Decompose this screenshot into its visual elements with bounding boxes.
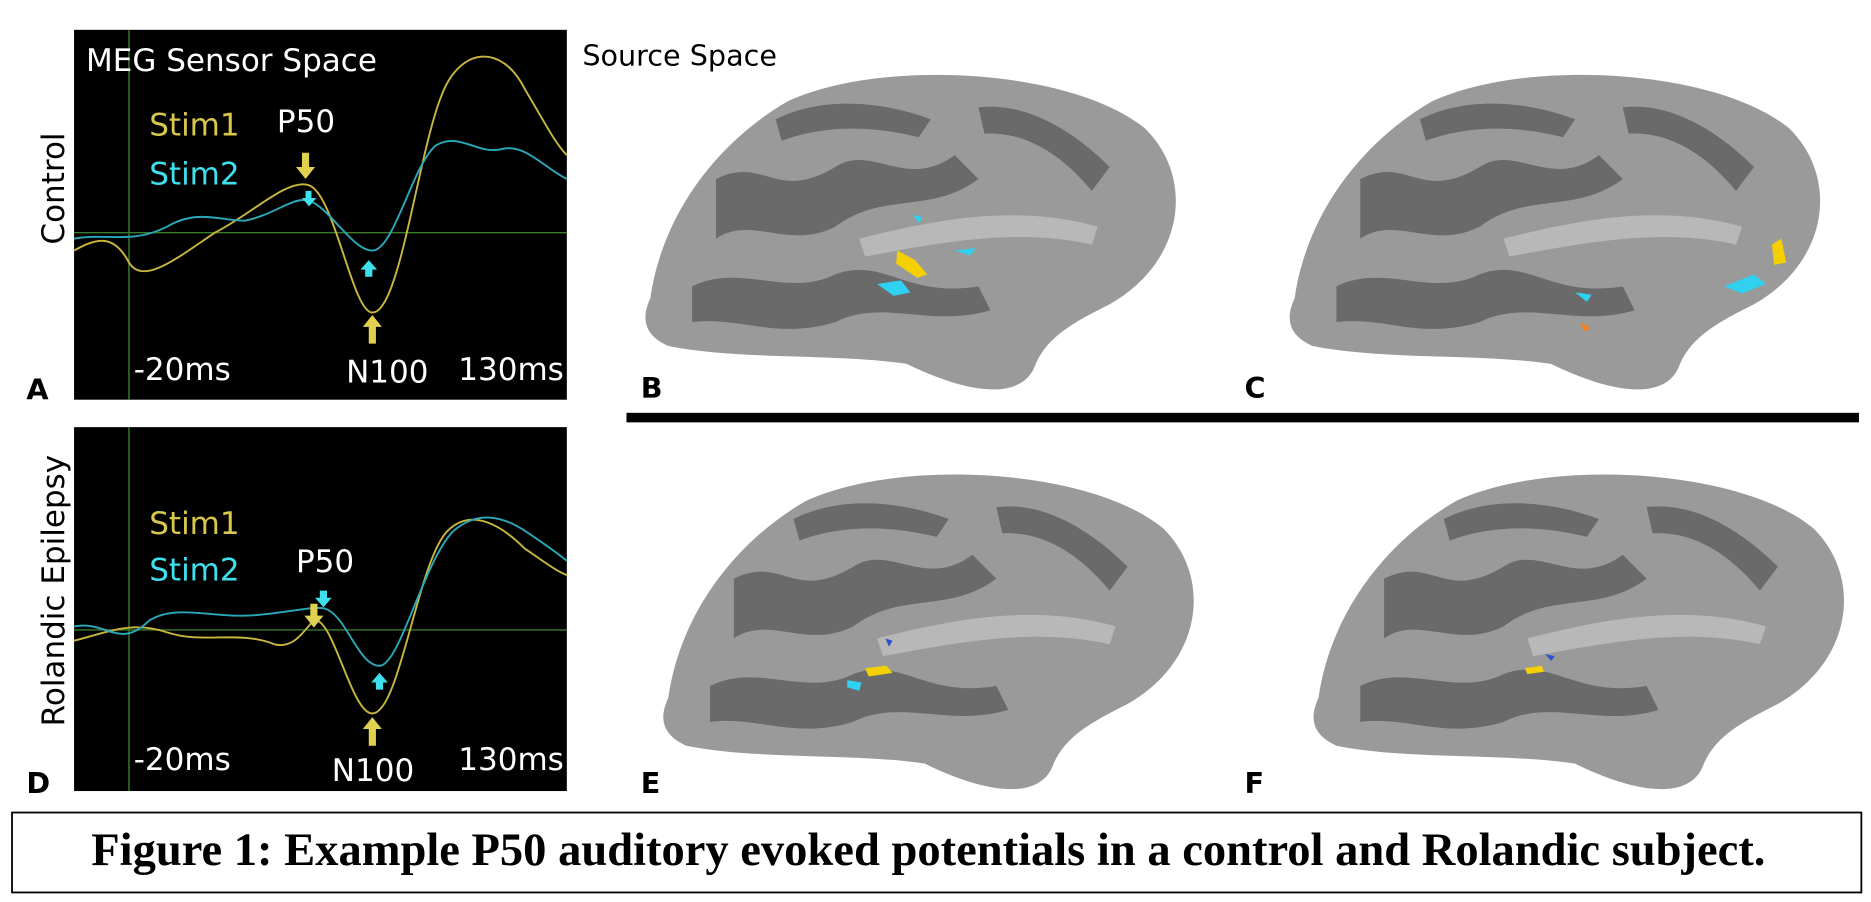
time-label: 130ms [458, 352, 564, 388]
panel-letter: F [1245, 766, 1265, 800]
time-label: -20ms [134, 352, 231, 388]
legend-stim2: Stim2 [149, 156, 239, 192]
arrow [362, 314, 382, 344]
arrow [301, 190, 317, 207]
legend-stim1: Stim1 [149, 107, 239, 143]
panel-letter: C [1245, 371, 1266, 405]
stim2-trace [73, 516, 568, 667]
plot-background [74, 427, 567, 792]
stim1-trace [73, 55, 568, 314]
caption: Figure 1: Example P50 auditory evoked po… [91, 825, 1765, 876]
arrow [315, 590, 332, 608]
brain-e [663, 475, 1193, 790]
brain-c [1290, 75, 1820, 390]
time-label: 130ms [458, 742, 564, 778]
peak-label: N100 [332, 753, 414, 789]
caption-box [11, 811, 1863, 894]
peak-label: N100 [346, 354, 428, 390]
panel-letter: D [26, 766, 50, 800]
row-label: Rolandic Epilepsy [36, 455, 72, 726]
panel-letter: A [26, 372, 49, 406]
sensor-panel-d: Stim1 Stim2 P50 N100 -20ms 130ms [73, 427, 568, 792]
legend-stim1: Stim1 [149, 506, 239, 542]
plot-background [74, 29, 567, 400]
arrow [295, 152, 316, 179]
arrow [371, 672, 388, 690]
stim1-trace [73, 518, 568, 715]
arrow [362, 717, 382, 746]
sensor-panel-a: MEG Sensor Space Stim1 Stim2 P50 N100 -2… [73, 29, 568, 400]
peak-label: P50 [296, 544, 354, 580]
row-label: Control [36, 132, 72, 244]
arrow [360, 260, 378, 277]
source-title: Source Space [582, 38, 777, 72]
legend-stim2: Stim2 [149, 553, 239, 589]
stim2-trace [73, 140, 568, 252]
time-label: -20ms [134, 742, 231, 778]
brain-f [1314, 475, 1844, 790]
panel-letter: B [641, 371, 663, 405]
peak-label: P50 [277, 104, 335, 140]
brain-b [645, 75, 1175, 390]
separator [626, 412, 1859, 423]
panel-letter: E [641, 766, 661, 800]
panel-header: MEG Sensor Space [86, 43, 377, 79]
